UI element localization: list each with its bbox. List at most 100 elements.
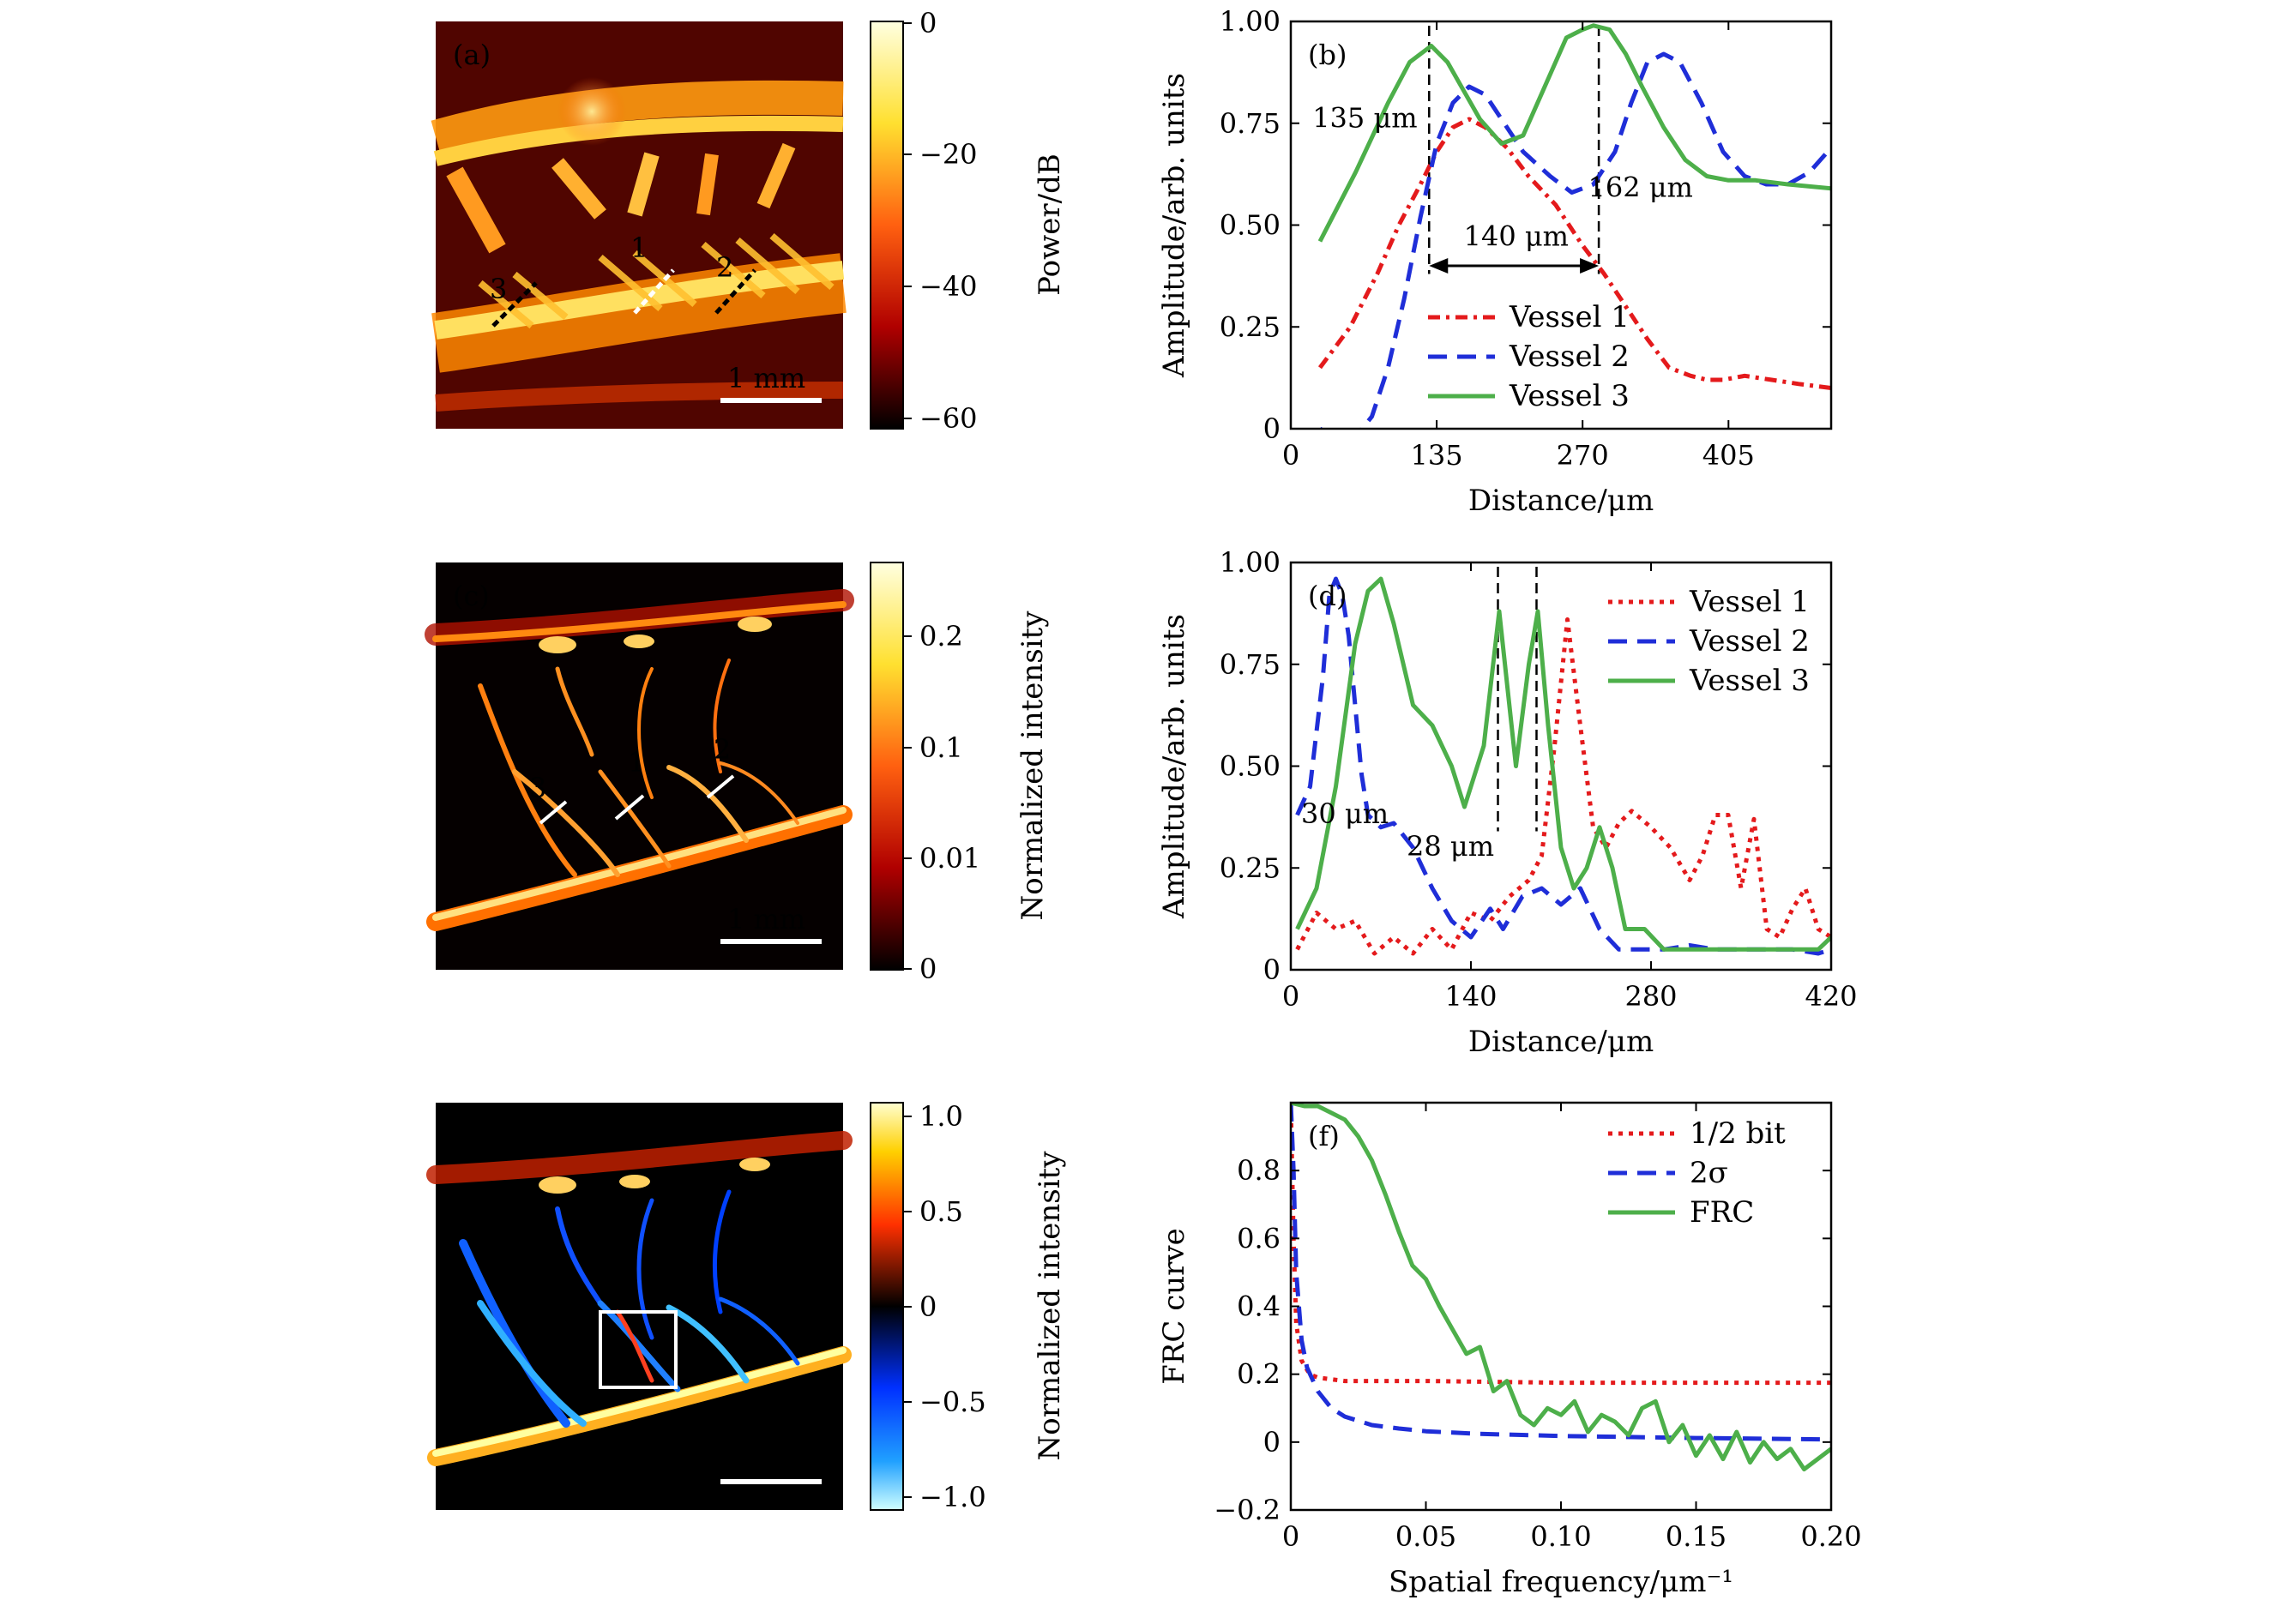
series-line-b-1	[1320, 51, 1831, 429]
ytick-label-b-1: 0.25	[1220, 310, 1281, 343]
image-panel-c: (c) 3 1 2 1 mm	[425, 562, 854, 970]
annotation-d-0: 30 μm	[1301, 797, 1389, 830]
xtick-label-f-3: 0.15	[1666, 1520, 1727, 1553]
ytick-label-d-0: 0	[1263, 953, 1281, 986]
scalebar-label-a: 1 mm	[727, 362, 805, 394]
colorbar-a-tick-3: −60	[919, 402, 978, 435]
panel-label-b: (b)	[1308, 39, 1347, 71]
annotation-b-1: 162 μm	[1588, 171, 1693, 203]
panel-label-a: (a)	[453, 39, 491, 71]
legend-label-d-2: Vessel 3	[1689, 664, 1810, 698]
ytick-label-d-2: 0.50	[1220, 750, 1281, 783]
xtick-label-b-0: 0	[1282, 439, 1299, 472]
colorbar-e: 1.0 0.5 0 −0.5 −1.0 Normalized intensity	[870, 1100, 1067, 1513]
annotation-b-0: 135 μm	[1312, 102, 1417, 135]
colorbar-e-label: Normalized intensity	[1033, 1151, 1067, 1461]
xtick-label-d-1: 140	[1444, 980, 1497, 1013]
ytick-label-f-5: 0.8	[1237, 1154, 1281, 1187]
xlabel-d: Distance/μm	[1468, 1025, 1654, 1059]
colorbar-c-tick-3: 0	[919, 953, 937, 985]
marker-3-c: 3	[529, 772, 546, 804]
panel-label-d: (d)	[1308, 580, 1347, 612]
panel-label-e: (e)	[453, 1120, 491, 1152]
ytick-label-b-4: 1.00	[1220, 5, 1281, 38]
xlabel-b: Distance/μm	[1468, 484, 1654, 518]
marker-3-a: 3	[490, 273, 507, 305]
arrow-head-left-b	[1429, 258, 1449, 274]
scalebar-label-e: 1 mm	[727, 1443, 805, 1476]
xtick-label-b-1: 135	[1411, 439, 1463, 472]
xtick-label-d-2: 280	[1624, 980, 1677, 1013]
series-line-b-2	[1317, 23, 1831, 243]
plot-area-b	[1317, 23, 1831, 429]
image-panel-e: (e) 1 mm	[426, 1103, 853, 1510]
xlabel-f: Spatial frequency/μm⁻¹	[1389, 1565, 1733, 1599]
series-line-d-2	[1295, 576, 1831, 952]
xtick-label-f-4: 0.20	[1800, 1520, 1861, 1553]
ytick-label-f-3: 0.4	[1237, 1290, 1281, 1323]
colorbar-c-tick-0: 0.2	[919, 620, 963, 653]
colorbar-c-tick-1: 0.1	[919, 731, 963, 764]
colorbar-e-tick-2: 0	[919, 1290, 937, 1323]
colorbar-a: 0 −20 −40 −60 Power/dB	[870, 7, 1067, 435]
colorbar-a-label: Power/dB	[1033, 153, 1067, 296]
legend-label-d-0: Vessel 1	[1689, 585, 1810, 619]
chart-d: 30 μm 28 μm 0 140 280 420 0 0.25 0.50 0.75 1.00 Dis…	[1157, 546, 1858, 1059]
marker-2-a: 2	[716, 251, 733, 284]
series-line-b-0	[1317, 117, 1831, 390]
colorbar-a-tick-0: 0	[919, 7, 937, 39]
xtick-label-d-3: 420	[1805, 980, 1857, 1013]
marker-2-c: 2	[714, 733, 731, 766]
colorbar-c: 0.2 0.1 0.01 0 Normalized intensity	[870, 562, 1050, 985]
ytick-label-d-1: 0.25	[1220, 851, 1281, 884]
colorbar-a-tick-1: −20	[919, 138, 978, 171]
chart-b: 135 μm 162 μm 140 μm 0 135 270 405 0 0.25 0.50 0.7…	[1157, 5, 1833, 518]
legend-label-b-0: Vessel 1	[1509, 300, 1630, 334]
ytick-label-b-3: 0.75	[1220, 107, 1281, 140]
plot-area-d	[1295, 576, 1831, 956]
xtick-label-d-0: 0	[1282, 980, 1299, 1013]
legend-label-b-1: Vessel 2	[1509, 340, 1630, 374]
ytick-label-f-0: −0.2	[1214, 1494, 1281, 1526]
colorbar-c-tick-2: 0.01	[919, 842, 980, 875]
ytick-label-f-1: 0	[1263, 1426, 1281, 1459]
ytick-label-d-4: 1.00	[1220, 546, 1281, 579]
marker-1-c: 1	[628, 746, 645, 779]
panel-label-c: (c)	[453, 580, 490, 612]
legend-label-f-1: 2σ	[1690, 1156, 1728, 1190]
annotation-d-1: 28 μm	[1407, 830, 1494, 863]
ytick-label-b-2: 0.50	[1220, 209, 1281, 242]
scalebar-label-c: 1 mm	[727, 903, 805, 935]
image-panel-a: (a) 3 1 2 1 mm	[431, 21, 847, 429]
colorbar-e-tick-4: −1.0	[919, 1481, 986, 1513]
legend-label-b-2: Vessel 3	[1509, 379, 1630, 413]
chart-f: 0 0.05 0.10 0.15 0.20−0.200.20.40.60.8Spatia…	[1157, 1101, 1862, 1599]
colorbar-e-tick-1: 0.5	[919, 1195, 963, 1228]
series-line-d-0	[1295, 617, 1831, 956]
plot-area-f	[1291, 1103, 1831, 1471]
legend-label-f-2: FRC	[1690, 1195, 1754, 1230]
ytick-label-f-4: 0.6	[1237, 1222, 1281, 1254]
colorbar-e-tick-3: −0.5	[919, 1386, 986, 1418]
xtick-label-f-0: 0	[1282, 1520, 1299, 1553]
legend-label-d-1: Vessel 2	[1689, 624, 1810, 659]
colorbar-e-tick-0: 1.0	[919, 1100, 963, 1133]
xtick-label-b-3: 405	[1702, 439, 1755, 472]
ylabel-b: Amplitude/arb. units	[1157, 73, 1191, 378]
colorbar-a-tick-2: −40	[919, 270, 978, 303]
legend-label-f-0: 1/2 bit	[1690, 1116, 1786, 1151]
roi-box-e	[599, 1310, 678, 1389]
series-line-f-2	[1291, 1103, 1831, 1471]
xtick-label-b-2: 270	[1557, 439, 1609, 472]
ylabel-d: Amplitude/arb. units	[1157, 614, 1191, 919]
ytick-label-b-0: 0	[1263, 412, 1281, 445]
xtick-label-f-1: 0.05	[1395, 1520, 1456, 1553]
marker-1-a: 1	[630, 232, 648, 264]
colorbar-c-label: Normalized intensity	[1015, 611, 1050, 921]
annotation-b-2: 140 μm	[1464, 220, 1569, 252]
xtick-label-f-2: 0.10	[1530, 1520, 1591, 1553]
series-line-f-1	[1291, 1103, 1831, 1442]
ytick-label-f-2: 0.2	[1237, 1358, 1281, 1391]
panel-label-f: (f)	[1308, 1120, 1340, 1152]
